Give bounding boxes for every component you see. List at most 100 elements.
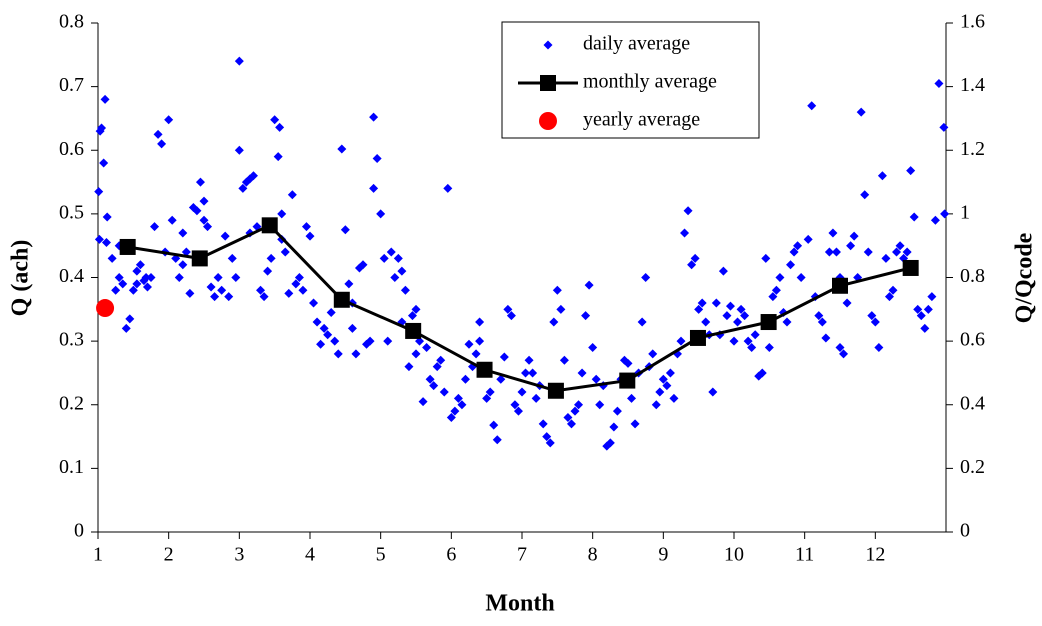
data-point xyxy=(256,285,266,295)
data-point xyxy=(489,420,499,430)
data-point xyxy=(934,78,944,88)
data-point xyxy=(524,355,534,365)
data-point xyxy=(369,183,379,193)
data-point xyxy=(287,190,297,200)
data-point xyxy=(771,285,781,295)
data-point xyxy=(584,280,594,290)
data-point xyxy=(605,438,615,448)
data-point xyxy=(725,301,735,311)
data-point xyxy=(475,336,485,346)
data-point xyxy=(446,412,456,422)
data-point xyxy=(733,317,743,327)
data-point xyxy=(747,342,757,352)
data-point xyxy=(411,304,421,314)
x-axis-title: Month xyxy=(485,591,554,617)
data-point xyxy=(856,107,866,117)
data-point xyxy=(835,342,845,352)
y2-tick-label: 0.4 xyxy=(960,392,985,414)
data-point xyxy=(118,279,128,289)
data-point xyxy=(676,336,686,346)
data-point xyxy=(612,406,622,416)
x-tick-label: 3 xyxy=(234,544,244,566)
data-point xyxy=(337,144,347,154)
data-point xyxy=(379,253,389,263)
data-point xyxy=(807,101,817,111)
data-point xyxy=(312,317,322,327)
data-point xyxy=(397,266,407,276)
data-point xyxy=(708,387,718,397)
data-point xyxy=(547,382,564,399)
data-point xyxy=(694,304,704,314)
data-point xyxy=(453,393,463,403)
data-point xyxy=(559,355,569,365)
y-tick-label: 0 xyxy=(74,520,84,542)
data-point xyxy=(630,419,640,429)
data-point xyxy=(775,273,785,282)
data-point xyxy=(476,361,493,378)
data-point xyxy=(309,298,319,308)
data-point xyxy=(513,406,523,416)
data-point xyxy=(210,292,220,302)
data-point xyxy=(464,339,474,349)
data-point xyxy=(485,387,495,397)
data-point xyxy=(870,317,880,327)
data-point xyxy=(429,381,439,391)
data-point xyxy=(768,292,778,302)
data-point xyxy=(294,273,304,282)
data-point xyxy=(591,374,601,384)
data-point xyxy=(902,259,919,276)
data-point xyxy=(764,342,774,352)
x-tick-label: 6 xyxy=(446,544,456,566)
data-point xyxy=(722,311,732,321)
data-point xyxy=(503,304,513,314)
data-point xyxy=(450,406,460,416)
data-point xyxy=(164,115,174,125)
data-point xyxy=(789,247,799,257)
data-point xyxy=(369,112,379,122)
x-tick-label: 4 xyxy=(305,544,315,566)
x-tick-label: 8 xyxy=(588,544,598,566)
data-point xyxy=(793,241,803,251)
data-point xyxy=(128,285,138,295)
data-point xyxy=(757,368,767,378)
data-point xyxy=(619,372,636,389)
data-point xyxy=(595,400,605,410)
data-point xyxy=(877,171,887,181)
data-point xyxy=(284,288,294,298)
data-point xyxy=(191,250,208,267)
x-tick-label: 11 xyxy=(795,544,814,566)
data-point xyxy=(376,209,386,219)
y2-tick-label: 1.2 xyxy=(960,138,985,160)
data-point xyxy=(641,273,651,282)
data-point xyxy=(542,432,552,442)
data-point xyxy=(213,273,223,282)
data-point xyxy=(238,183,248,193)
data-point xyxy=(711,298,721,308)
data-point xyxy=(475,317,485,327)
series-line xyxy=(127,223,912,393)
data-point xyxy=(132,266,142,276)
data-point xyxy=(939,122,949,132)
data-point xyxy=(305,231,315,241)
data-point xyxy=(492,435,502,445)
data-point xyxy=(234,56,244,66)
data-point xyxy=(496,374,506,384)
data-point xyxy=(916,311,926,321)
data-point xyxy=(457,400,467,410)
data-point xyxy=(393,253,403,263)
x-tick-label: 12 xyxy=(865,544,885,566)
data-point xyxy=(761,253,771,263)
data-point xyxy=(581,311,591,321)
data-point xyxy=(234,145,244,155)
y-tick-label: 0.1 xyxy=(59,456,84,478)
data-point xyxy=(892,247,902,257)
data-point xyxy=(729,336,739,346)
data-point xyxy=(863,247,873,257)
data-point xyxy=(157,139,167,149)
data-point xyxy=(411,349,421,359)
y2-tick-label: 1.6 xyxy=(960,11,985,33)
data-point xyxy=(203,222,213,232)
x-tick-label: 10 xyxy=(724,544,744,566)
data-point xyxy=(669,393,679,403)
data-point xyxy=(831,247,841,257)
